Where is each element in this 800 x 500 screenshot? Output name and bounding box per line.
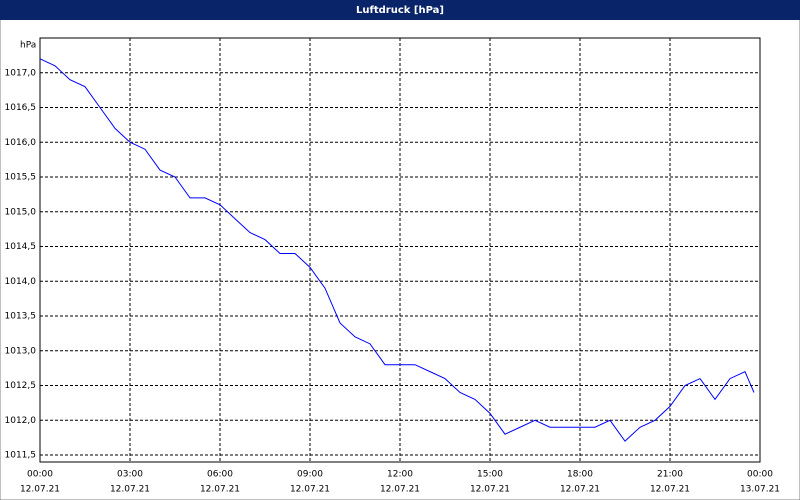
- x-tick-date: 13.07.21: [740, 485, 780, 495]
- x-tick-date: 12.07.21: [200, 485, 240, 495]
- y-tick-label: 1013,5: [5, 312, 37, 322]
- y-tick-label: 1012,5: [5, 381, 37, 391]
- x-tick-date: 12.07.21: [560, 485, 600, 495]
- x-tick-label: 00:00: [27, 470, 53, 480]
- y-tick-label: 1012,0: [5, 416, 37, 426]
- x-tick-date: 12.07.21: [20, 485, 60, 495]
- x-tick-label: 06:00: [207, 470, 233, 480]
- x-tick-label: 15:00: [477, 470, 503, 480]
- y-unit: hPa: [20, 41, 36, 51]
- y-tick-label: 1015,0: [5, 207, 37, 217]
- x-tick-date: 12.07.21: [110, 485, 150, 495]
- x-tick-label: 09:00: [297, 470, 323, 480]
- x-tick-date: 12.07.21: [470, 485, 510, 495]
- x-tick-label: 21:00: [657, 470, 683, 480]
- x-tick-date: 12.07.21: [290, 485, 330, 495]
- y-tick-label: 1015,5: [5, 173, 37, 183]
- chart-title: Luftdruck [hPa]: [356, 5, 444, 16]
- x-tick-label: 03:00: [117, 470, 143, 480]
- y-tick-label: 1016,5: [5, 103, 37, 113]
- y-tick-label: 1016,0: [5, 138, 37, 148]
- x-tick-date: 12.07.21: [650, 485, 690, 495]
- x-tick-date: 12.07.21: [380, 485, 420, 495]
- data-line: [39, 58, 755, 442]
- y-tick-label: 1013,0: [5, 346, 37, 356]
- x-tick-label: 12:00: [387, 470, 413, 480]
- y-tick-label: 1017,0: [5, 68, 37, 78]
- y-tick-label: 1014,0: [5, 277, 37, 287]
- title-bar: [0, 0, 800, 20]
- y-tick-label: 1011,5: [5, 451, 37, 461]
- x-tick-label: 18:00: [567, 470, 593, 480]
- y-tick-label: 1014,5: [5, 242, 37, 252]
- x-tick-label: 00:00: [747, 470, 773, 480]
